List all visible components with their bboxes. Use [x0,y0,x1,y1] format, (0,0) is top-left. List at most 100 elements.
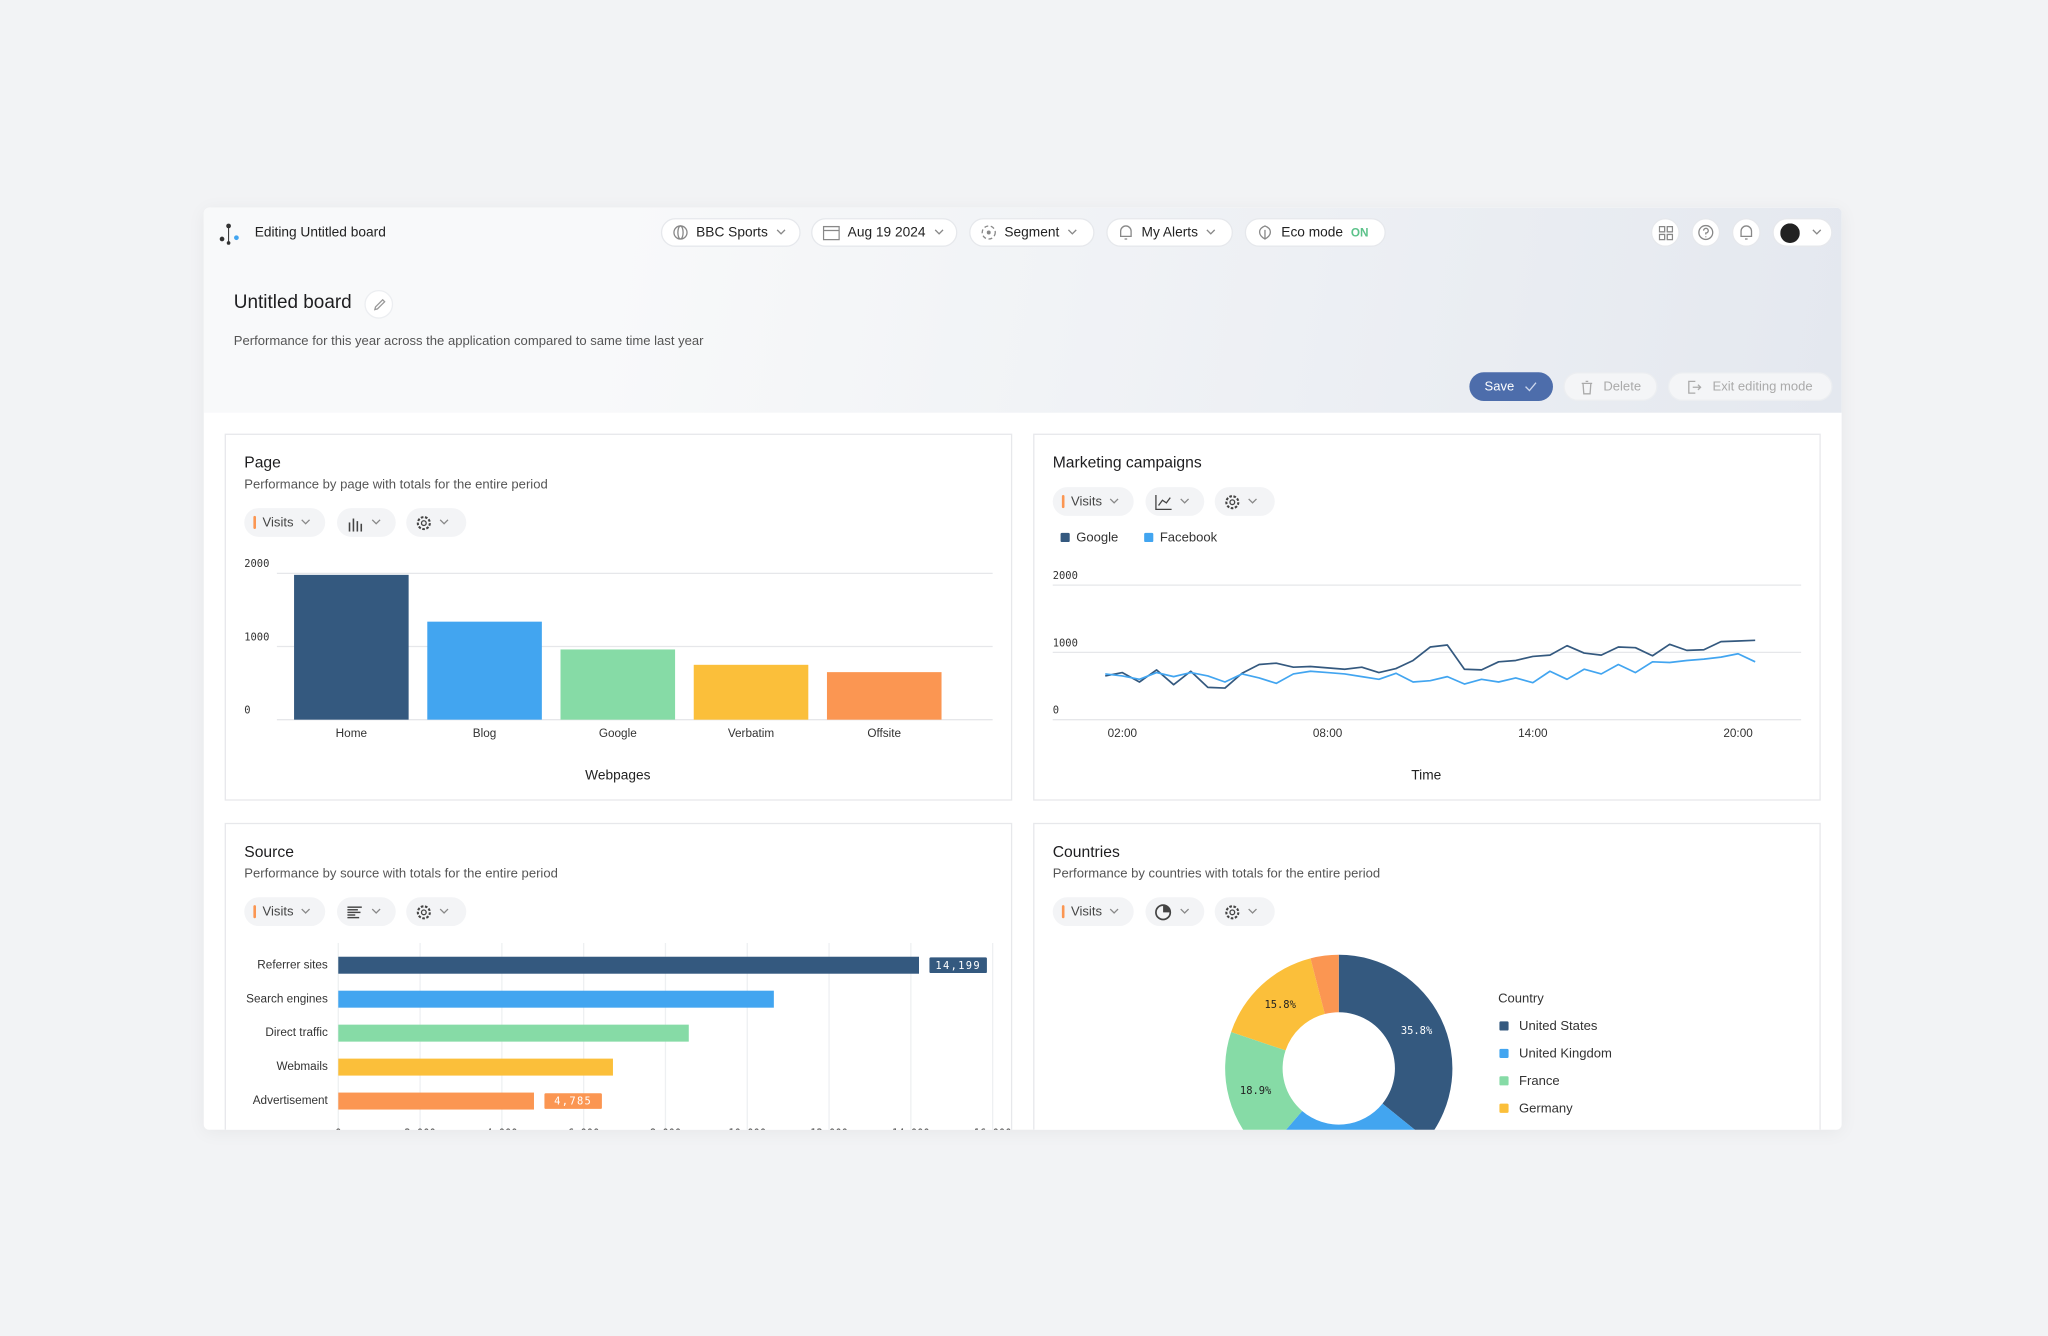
avatar-circle [1780,222,1800,243]
delete-button[interactable]: Delete [1563,372,1658,401]
bar [338,1092,534,1110]
metric-select[interactable]: Visits [244,508,326,537]
icon-shape [1812,229,1822,235]
bar [427,621,542,720]
settings-icon [1225,494,1240,509]
notifications-button[interactable] [1731,218,1761,247]
bar [338,1058,613,1076]
legend-label: Facebook [1160,530,1218,545]
alerts-filter[interactable]: My Alerts [1106,218,1233,247]
settings-select[interactable] [1214,897,1275,927]
metric-label: Visits [1071,904,1102,919]
chevron [1812,229,1822,235]
logo [219,223,239,245]
icon-shape [1658,233,1665,240]
layout-button[interactable] [1650,218,1680,247]
chart-type-select[interactable] [1145,897,1205,927]
x-tick-label: 0 [335,1128,341,1130]
filter-label: My Alerts [1141,224,1198,241]
icon-shape [1665,225,1673,232]
icon-shape [677,225,684,240]
chart-card: Page Performance by page with totals for… [224,433,1013,801]
filter-label: Eco mode [1281,224,1344,241]
bar [338,990,774,1008]
y-tick-label: Search engines [246,992,328,1005]
trash-icon [1581,380,1592,394]
value-label-box [544,1093,602,1109]
icon-shape [347,908,358,910]
card-title: Page [244,453,281,472]
chevron [776,229,786,235]
icon-shape [1665,233,1673,240]
y-tick-label: Referrer sites [257,958,328,971]
icon-shape [300,519,310,525]
legend-swatch [1499,1021,1509,1031]
account-menu[interactable] [1772,218,1833,247]
leaf-icon [1258,225,1272,240]
icon-shape [371,908,381,914]
logo-dot [219,236,225,242]
icon-shape [1225,494,1240,509]
edit-title-button[interactable] [364,289,394,319]
icon-shape [1109,498,1119,504]
help-button[interactable] [1691,218,1721,247]
chart-type-icon [347,905,362,918]
x-tick-label: Offsite [867,727,901,740]
icon-shape [673,225,688,240]
icon-shape [347,911,361,913]
y-tick-label: 2000 [1053,570,1078,582]
icon-shape [439,908,449,914]
settings-select[interactable] [406,897,467,927]
board-title: Untitled board [233,292,352,314]
x-tick-label: 8,000 [650,1128,681,1130]
chart: 0 1000 2000 Home Blog Google Verbatim Offsite We… [244,558,993,782]
segment-filter[interactable]: Segment [969,218,1095,247]
icon-shape [348,521,351,531]
button-label: Exit editing mode [1712,379,1813,394]
bar [826,672,942,720]
x-tick-label: 10,000 [728,1128,766,1130]
chart-type-icon [1155,903,1172,920]
pencil-icon [373,298,385,310]
y-tick-label: Webmails [276,1060,327,1073]
legend-swatch [1060,532,1070,543]
legend-swatch [1499,1076,1509,1086]
chevron [1109,908,1119,914]
settings-select[interactable] [1214,487,1275,516]
icon-shape [986,230,991,235]
icon-shape [822,225,840,241]
y-tick-label: 0 [1053,705,1059,717]
chart-type-select[interactable] [1145,487,1205,516]
chart-type-select[interactable] [336,897,396,927]
settings-select[interactable] [406,508,467,537]
bar [338,1024,689,1042]
line-series [1105,652,1756,685]
legend-label: Google [1076,530,1118,545]
exit-editing-button[interactable]: Exit editing mode [1667,372,1833,401]
exit-icon [1688,380,1702,394]
metric-select[interactable]: Visits [1052,897,1134,927]
segment-icon [981,225,996,240]
metric-select[interactable]: Visits [244,897,326,927]
eco-mode-toggle[interactable]: Eco mode ON [1244,218,1386,247]
pie-slice [1310,954,1339,1015]
icon-shape [1740,225,1753,240]
date-filter[interactable]: Aug 19 2024 [811,218,958,247]
x-tick-label: 08:00 [1313,727,1343,740]
icon-shape [1225,904,1240,919]
chart-type-select[interactable] [336,508,396,537]
y-tick-label: 1000 [1053,637,1078,649]
x-tick-label: 20:00 [1723,727,1753,740]
metric-select[interactable]: Visits [1052,487,1134,516]
chevron [1180,908,1190,914]
board-frame: Editing Untitled board BBC Sports Aug 19… [203,207,1842,1130]
card-title: Countries [1052,842,1120,861]
chart-card: Marketing campaigns 0 1000 2000 02:00 08:00 1… [1033,433,1821,801]
bar [338,956,919,974]
value-label: 15.8% [1264,999,1296,1011]
chart: 0 1000 2000 02:00 08:00 14:00 20:00 Google Faceb… [1053,530,1802,782]
site-filter[interactable]: BBC Sports [660,218,801,247]
save-button[interactable]: Save [1469,372,1553,401]
value-label: 18.9% [1240,1085,1272,1097]
